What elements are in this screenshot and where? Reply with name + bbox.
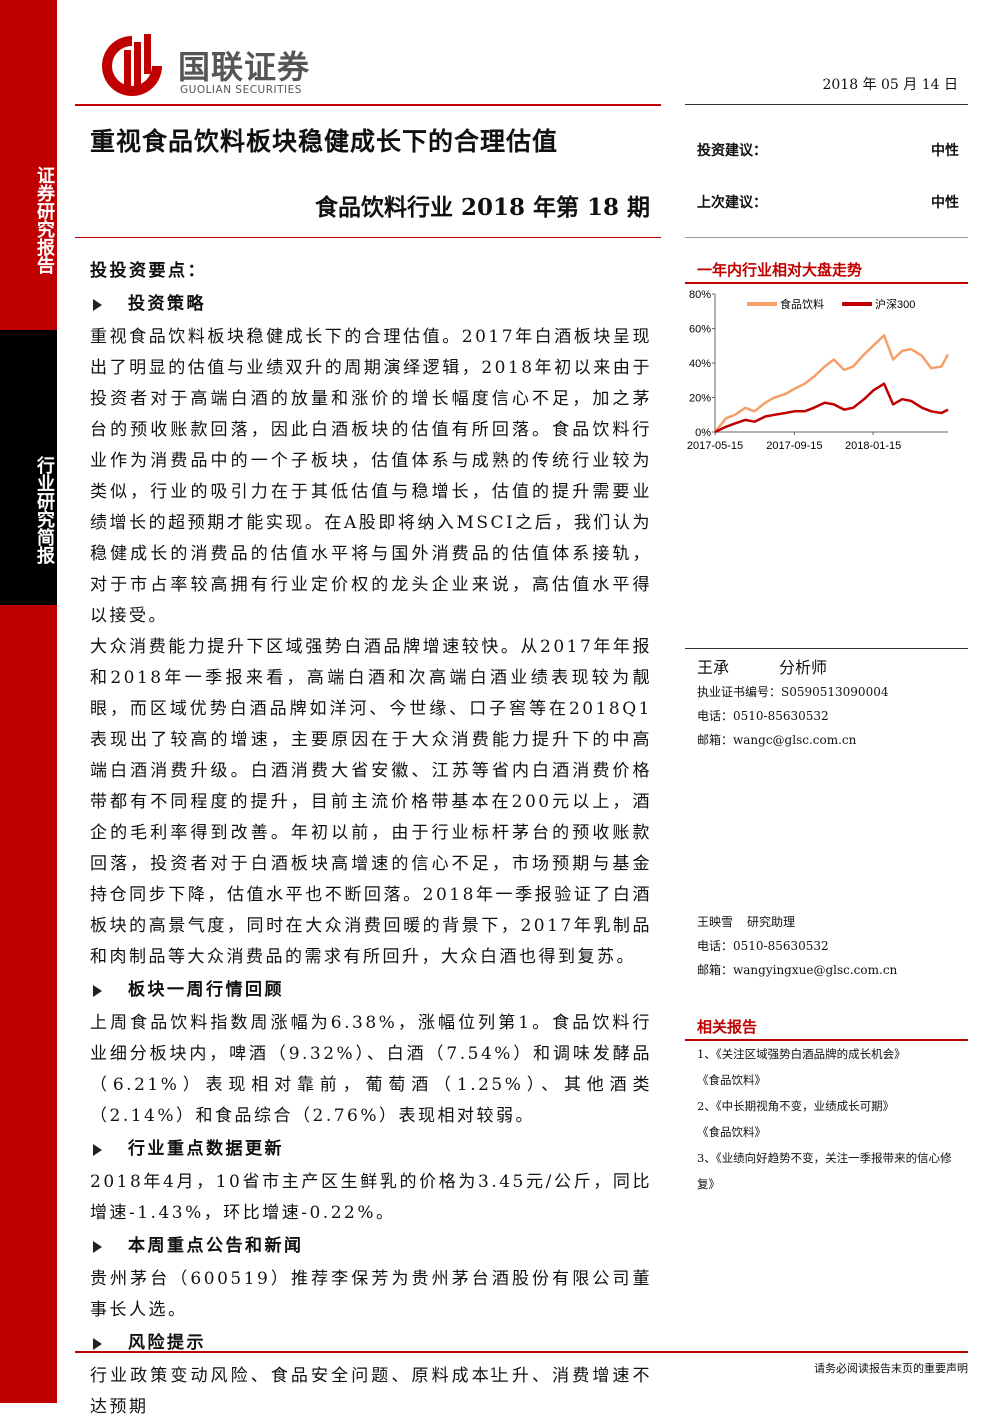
section-heading: 本周重点公告和新闻 xyxy=(90,1231,652,1262)
analyst-name-row: 王承 分析师 xyxy=(697,656,967,680)
chart-title: 一年内行业相对大盘走势 xyxy=(697,261,863,279)
related-item: 2、《中长期视角不变，业绩成长可期》 xyxy=(697,1099,895,1113)
sidebar-tab: 证券研究报告 xyxy=(0,0,57,330)
sidebar-tab: 行业研究简报 xyxy=(0,330,57,605)
chart: 0% 20% 40% 60% 80% 2017-05-15 2017-09-15 2018-0… xyxy=(687,289,950,452)
rating-value: 中性 xyxy=(931,143,959,159)
rule xyxy=(685,237,968,238)
section-heading: 板块一周行情回顾 xyxy=(90,975,652,1006)
bullet-icon xyxy=(93,298,102,311)
analyst-contact: 电话：0510-85630532 xyxy=(697,939,829,953)
paragraph: 行业政策变动风险、食品安全问题、原料成本上升、消费增速不达预期 xyxy=(90,1366,652,1417)
rule xyxy=(685,648,968,649)
legend-label: 食品饮料 xyxy=(780,297,824,311)
rule xyxy=(685,1039,968,1041)
logo-text: 国联证券 xyxy=(178,48,311,86)
bullet-icon xyxy=(93,984,102,997)
summary: 投投资要点： 投资策略重视食品饮料板块稳健成长下的合理估值。2017年白酒板块呈… xyxy=(90,252,652,1423)
rating-row: 上次建议： 中性 xyxy=(697,192,959,212)
related-list: 1、《关注区域强势白酒品牌的成长机会》 《食品饮料》 2、《中长期视角不变，业绩成长… xyxy=(697,1041,967,1197)
paragraph: 重视食品饮料板块稳健成长下的合理估值。2017年白酒板块呈现出了明显的估值与业绩… xyxy=(90,327,652,626)
analyst-contact: 电话：0510-85630532 xyxy=(697,709,829,723)
section-heading: 行业重点数据更新 xyxy=(90,1134,652,1165)
bullet-icon xyxy=(93,1337,102,1350)
rating-value: 中性 xyxy=(931,195,959,211)
related-category: 《食品饮料》 xyxy=(697,1073,766,1087)
page-number: 1 xyxy=(490,1364,498,1380)
series-line xyxy=(714,382,949,434)
section-title: 板块一周行情回顾 xyxy=(128,980,284,1000)
related-item: 3、《业绩向好趋势不变，关注一季报带来的信心修复》 xyxy=(697,1151,952,1191)
x-tick-label: 2017-05-15 xyxy=(687,440,743,452)
y-tick-label: 40% xyxy=(689,358,711,370)
section-heading: 风险提示 xyxy=(90,1328,652,1359)
analyst: 王承 分析师执业证书编号：S0590513090004 电话：0510-856305… xyxy=(697,656,967,752)
rule xyxy=(75,1351,968,1353)
y-tick-label: 20% xyxy=(689,393,711,405)
section-title: 本周重点公告和新闻 xyxy=(128,1236,304,1256)
related-item: 1、《关注区域强势白酒品牌的成长机会》 xyxy=(697,1047,906,1061)
section-heading: 投资策略 xyxy=(90,289,652,320)
x-tick-label: 2018-01-15 xyxy=(845,440,901,452)
paragraph: 贵州茅台（600519）推荐李保芳为贵州茅台酒股份有限公司董事长人选。 xyxy=(90,1269,652,1320)
analyst-contact: 执业证书编号：S0590513090004 xyxy=(697,685,889,699)
paragraph: 2018年4月，10省市主产区生鲜乳的价格为3.45元/公斤，同比增速-1.43… xyxy=(90,1172,652,1223)
sidebar-strip xyxy=(0,605,57,1403)
paragraph: 大众消费能力提升下区域强势白酒品牌增速较快。从2017年年报和2018年一季报来… xyxy=(90,637,652,967)
rule xyxy=(75,104,661,106)
logo-en: GUOLIAN SECURITIES xyxy=(180,84,302,96)
summary-heading: 投投资要点： xyxy=(90,261,207,281)
rule xyxy=(685,282,968,284)
analyst-contact: 邮箱：wangyingxue@glsc.com.cn xyxy=(697,963,898,977)
y-tick-label: 80% xyxy=(689,289,711,301)
related-title: 相关报告 xyxy=(697,1018,758,1036)
report-date: 2018 年 05 月 14 日 xyxy=(822,77,958,93)
footer-note: 请务必阅读报告末页的重要声明 xyxy=(814,1362,968,1375)
rating-label: 上次建议： xyxy=(697,195,767,211)
analyst-role: 分析师 xyxy=(779,658,828,677)
rating-label: 投资建议： xyxy=(697,143,767,159)
analyst: 王映雪 研究助理电话：0510-85630532 邮箱：wangyingxue@gl… xyxy=(697,910,967,982)
paragraph: 上周食品饮料指数周涨幅为6.38%，涨幅位列第1。食品饮料行业细分板块内，啤酒（… xyxy=(90,1013,652,1126)
x-tick-label: 2017-09-15 xyxy=(766,440,822,452)
series-line xyxy=(714,334,950,433)
y-tick-label: 60% xyxy=(689,324,711,336)
section-title: 风险提示 xyxy=(128,1333,206,1353)
analyst-role: 研究助理 xyxy=(747,915,796,929)
logo-mark xyxy=(102,34,162,96)
analyst-contact: 邮箱：wangc@glsc.com.cn xyxy=(697,733,857,747)
analyst-name: 王映雪 xyxy=(697,915,734,929)
section-title: 行业重点数据更新 xyxy=(128,1139,284,1159)
analyst-name: 王承 xyxy=(697,658,730,677)
rule xyxy=(685,104,968,105)
y-tick-label: 0% xyxy=(695,427,711,439)
legend-label: 沪深300 xyxy=(875,297,915,311)
related-category: 《食品饮料》 xyxy=(697,1125,766,1139)
rule xyxy=(75,237,661,238)
report-title: 重视食品饮料板块稳健成长下的合理估值 xyxy=(90,127,559,156)
rating-row: 投资建议： 中性 xyxy=(697,140,959,160)
bullet-icon xyxy=(93,1240,102,1253)
report-subtitle: 食品饮料行业 2018 年第 18 期 xyxy=(314,194,650,221)
section-title: 投资策略 xyxy=(128,294,206,314)
bullet-icon xyxy=(93,1143,102,1156)
analyst-name-row: 王映雪 研究助理 xyxy=(697,910,967,934)
